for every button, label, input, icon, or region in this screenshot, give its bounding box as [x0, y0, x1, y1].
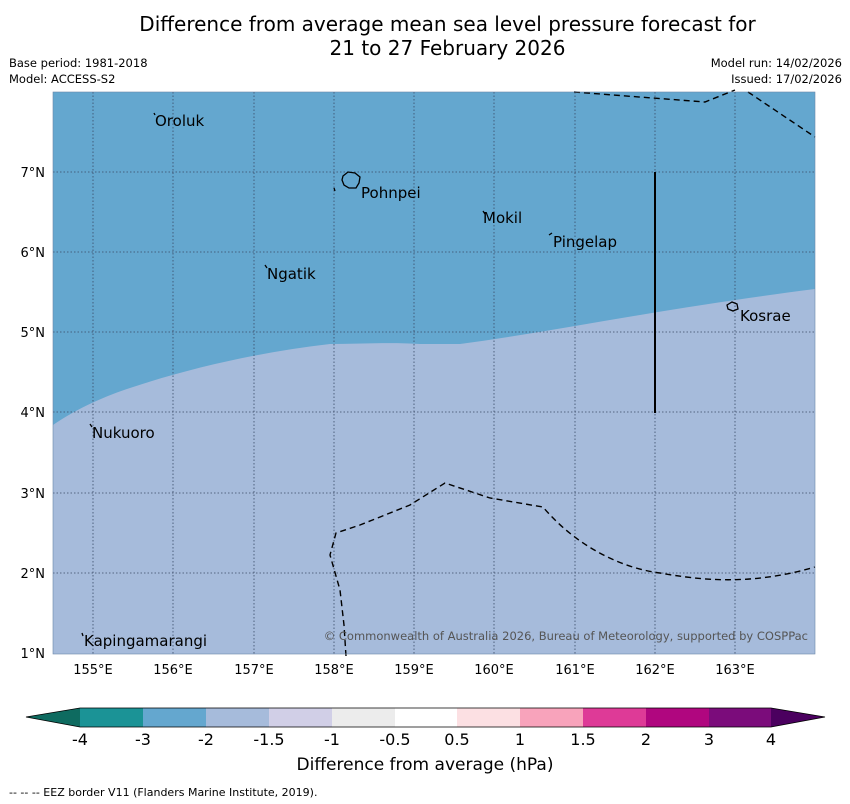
lat-label-7n: 7°N	[21, 166, 46, 181]
map-panel: Oroluk Pohnpei Mokil Pingelap Ngatik Kos…	[52, 89, 816, 657]
place-kosrae: Kosrae	[740, 307, 791, 325]
colorbar-segment-3	[206, 708, 269, 727]
kosrae-island	[726, 301, 739, 312]
lon-label-156e: 156°E	[153, 663, 193, 678]
colorbar-segment-7	[457, 708, 520, 727]
place-pohnpei: Pohnpei	[361, 184, 421, 202]
place-labels: Oroluk Pohnpei Mokil Pingelap Ngatik Kos…	[84, 112, 791, 650]
colorbar-tick-3: -2	[198, 730, 214, 749]
copyright-notice: © Commonwealth of Australia 2026, Bureau…	[324, 629, 808, 643]
map-frame	[52, 91, 816, 655]
colorbar-ticks: -4 -3 -2 -1.5 -1 -0.5 0.5 1 1.5 2 3 4	[72, 730, 776, 749]
lon-label-159e: 159°E	[394, 663, 434, 678]
colorbar-min-arrow	[26, 708, 80, 727]
issued-date: Issued: 17/02/2026	[731, 72, 842, 86]
colorbar-tick-7: 0.5	[444, 730, 469, 749]
colorbar-segment-5	[332, 708, 395, 727]
lon-label-157e: 157°E	[234, 663, 274, 678]
lat-label-3n: 3°N	[21, 487, 46, 502]
lat-label-1n: 1°N	[21, 647, 46, 662]
colorbar-tick-5: -1	[324, 730, 340, 749]
colorbar-tick-2: -3	[135, 730, 151, 749]
colorbar-tick-9: 1.5	[570, 730, 595, 749]
model-run: Model run: 14/02/2026	[710, 56, 842, 70]
place-ngatik: Ngatik	[267, 265, 316, 283]
graticule	[53, 92, 815, 654]
colorbar-tick-10: 2	[641, 730, 651, 749]
colorbar-tick-6: -0.5	[379, 730, 410, 749]
colorbar-outline	[25, 707, 826, 728]
colorbar-segment-1	[80, 708, 143, 727]
lon-label-160e: 160°E	[474, 663, 514, 678]
lon-label-161e: 161°E	[555, 663, 595, 678]
colorbar-segment-9	[583, 708, 646, 727]
lat-label-5n: 5°N	[21, 326, 46, 341]
page-title: Difference from average mean sea level p…	[0, 12, 850, 60]
meta-left: Base period: 1981-2018 Model: ACCESS-S2	[9, 55, 148, 87]
pohnpei-island	[341, 171, 361, 189]
lon-label-162e: 162°E	[635, 663, 675, 678]
place-oroluk: Oroluk	[155, 112, 204, 130]
colorbar-max-arrow	[771, 708, 825, 727]
colorbar-tick-11: 3	[704, 730, 714, 749]
eez-borders	[329, 89, 816, 657]
latitude-labels: 7°N 6°N 5°N 4°N 3°N 2°N 1°N	[21, 166, 46, 662]
longitude-labels: 155°E 156°E 157°E 158°E 159°E 160°E 161°…	[73, 663, 755, 678]
place-mokil: Mokil	[483, 209, 522, 227]
lon-label-158e: 158°E	[314, 663, 354, 678]
colorbar-tick-12: 4	[766, 730, 776, 749]
colorbar-tick-1: -4	[72, 730, 88, 749]
lat-label-6n: 6°N	[21, 246, 46, 261]
colorbar-segment-8	[520, 708, 583, 727]
colorbar-label: Difference from average (hPa)	[296, 755, 554, 775]
colorbar-tick-8: 1	[515, 730, 525, 749]
colorbar-segment-4	[269, 708, 332, 727]
title-line-2: 21 to 27 February 2026	[329, 36, 566, 60]
lon-label-163e: 163°E	[715, 663, 755, 678]
pressure-band-minus3-to-minus2	[53, 92, 815, 425]
place-nukuoro: Nukuoro	[92, 424, 155, 442]
colorbar-segment-6	[395, 708, 457, 727]
colorbar-segment-10	[646, 708, 709, 727]
colorbar: -4 -3 -2 -1.5 -1 -0.5 0.5 1 1.5 2 3 4	[25, 707, 826, 749]
lat-label-2n: 2°N	[21, 567, 46, 582]
colorbar-segment-2	[143, 708, 206, 727]
place-kapingamarangi: Kapingamarangi	[84, 632, 207, 650]
meta-right: Model run: 14/02/2026 Issued: 17/02/2026	[711, 55, 842, 87]
title-line-1: Difference from average mean sea level p…	[139, 12, 756, 36]
lat-label-4n: 4°N	[21, 406, 46, 421]
place-pingelap: Pingelap	[553, 233, 617, 251]
lon-label-155e: 155°E	[73, 663, 113, 678]
colorbar-segment-11	[709, 708, 771, 727]
colorbar-tick-4: -1.5	[253, 730, 284, 749]
eez-footnote: -- -- -- EEZ border V11 (Flanders Marine…	[9, 786, 318, 799]
model-name: Model: ACCESS-S2	[9, 72, 116, 86]
islands	[81, 112, 739, 637]
base-period: Base period: 1981-2018	[9, 56, 148, 70]
